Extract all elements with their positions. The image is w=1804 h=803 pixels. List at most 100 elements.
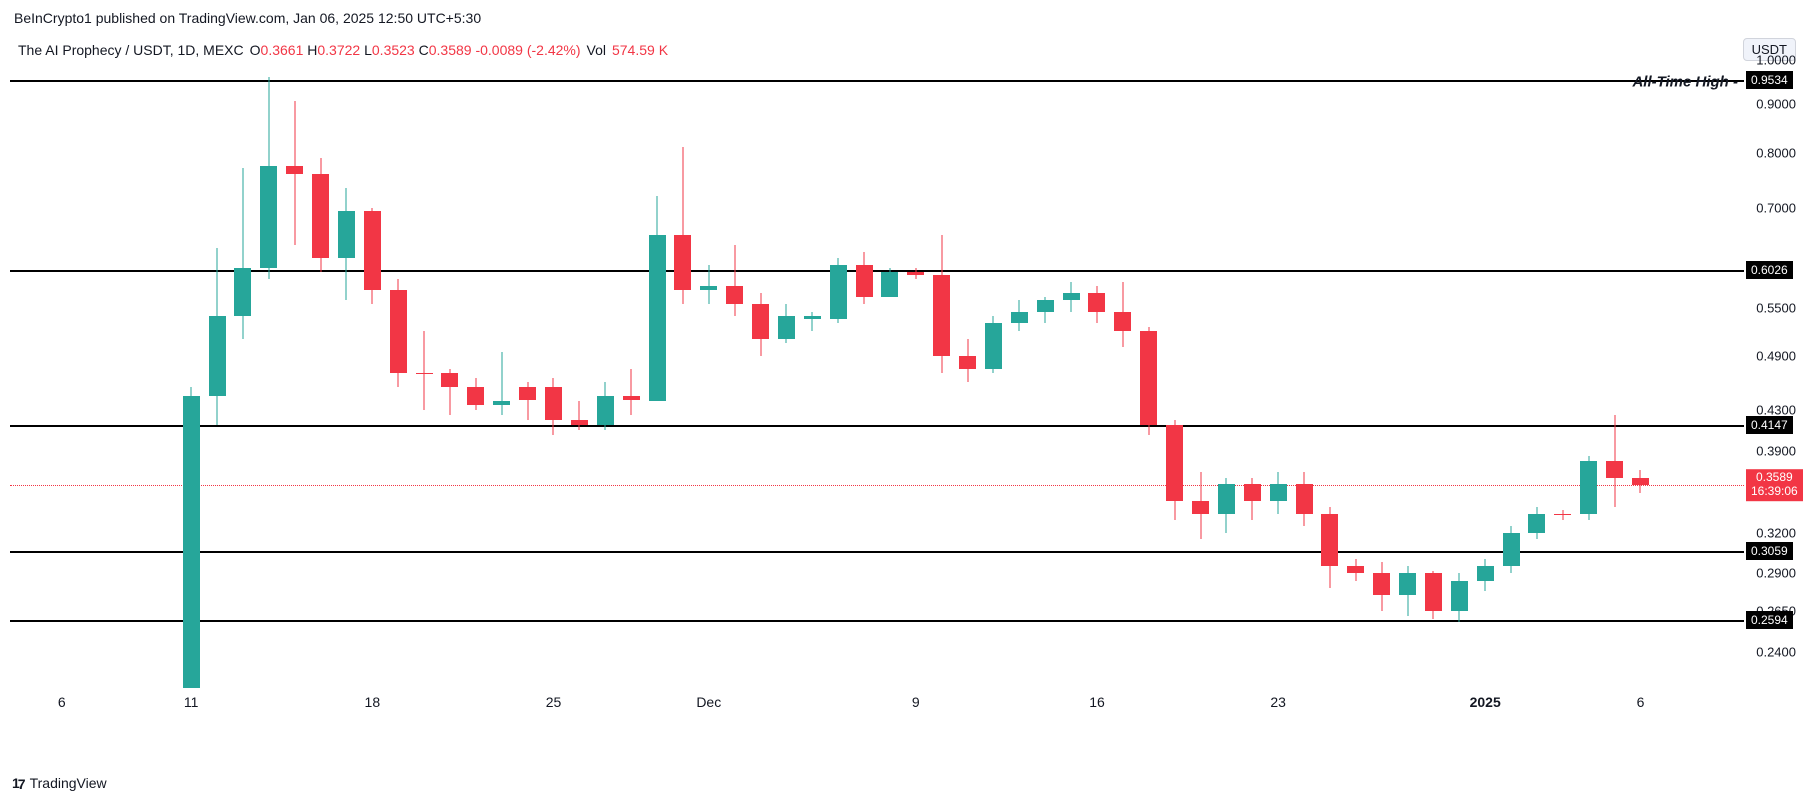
candle[interactable]	[390, 60, 407, 688]
candle[interactable]	[804, 60, 821, 688]
candle[interactable]	[1451, 60, 1468, 688]
x-tick: 23	[1270, 694, 1286, 710]
y-tick: 0.3200	[1756, 525, 1796, 540]
candle[interactable]	[1477, 60, 1494, 688]
candle[interactable]	[1218, 60, 1235, 688]
candle[interactable]	[700, 60, 717, 688]
candle-body	[1347, 566, 1364, 573]
candle-body	[985, 323, 1002, 368]
candle-body	[441, 373, 458, 386]
candle[interactable]	[1244, 60, 1261, 688]
candle-body	[493, 401, 510, 406]
candle[interactable]	[881, 60, 898, 688]
candle[interactable]	[571, 60, 588, 688]
candle-body	[1451, 581, 1468, 611]
candle[interactable]	[1063, 60, 1080, 688]
candle[interactable]	[726, 60, 743, 688]
candle[interactable]	[1528, 60, 1545, 688]
candle[interactable]	[1037, 60, 1054, 688]
candle-body	[1399, 573, 1416, 595]
candle[interactable]	[1166, 60, 1183, 688]
y-axis[interactable]: 1.00000.90000.80000.70000.55000.49000.43…	[1744, 60, 1804, 688]
candle-body	[959, 356, 976, 369]
candle[interactable]	[1347, 60, 1364, 688]
candle[interactable]	[1296, 60, 1313, 688]
candle-body	[700, 286, 717, 290]
candle-body	[209, 316, 226, 396]
candle[interactable]	[183, 60, 200, 688]
candle-body	[778, 316, 795, 340]
candle[interactable]	[260, 60, 277, 688]
candle[interactable]	[416, 60, 433, 688]
candle-body	[571, 420, 588, 425]
candle[interactable]	[312, 60, 329, 688]
candle[interactable]	[830, 60, 847, 688]
candle[interactable]	[1192, 60, 1209, 688]
candle[interactable]	[1321, 60, 1338, 688]
candle-body	[545, 387, 562, 420]
candle-body	[804, 316, 821, 320]
x-axis[interactable]: 6111825Dec9162320256	[10, 694, 1744, 718]
y-tick: 0.3900	[1756, 443, 1796, 458]
candle[interactable]	[1606, 60, 1623, 688]
candle[interactable]	[545, 60, 562, 688]
candle-body	[726, 286, 743, 304]
candle[interactable]	[674, 60, 691, 688]
candle[interactable]	[467, 60, 484, 688]
candle[interactable]	[209, 60, 226, 688]
candle-body	[390, 290, 407, 374]
x-tick: Dec	[696, 694, 721, 710]
candle[interactable]	[493, 60, 510, 688]
candle-body	[364, 211, 381, 290]
candle[interactable]	[752, 60, 769, 688]
candle[interactable]	[623, 60, 640, 688]
candle[interactable]	[1373, 60, 1390, 688]
candle[interactable]	[1580, 60, 1597, 688]
candle[interactable]	[597, 60, 614, 688]
candle-body	[1270, 484, 1287, 502]
candle-body	[1140, 331, 1157, 425]
candle-body	[1606, 461, 1623, 478]
candle-wick	[734, 245, 735, 315]
candle[interactable]	[441, 60, 458, 688]
candle-body	[183, 396, 200, 688]
candle[interactable]	[933, 60, 950, 688]
candle[interactable]	[364, 60, 381, 688]
candle-body	[286, 166, 303, 174]
candle[interactable]	[1425, 60, 1442, 688]
candle[interactable]	[1088, 60, 1105, 688]
publish-credit: BeInCrypto1 published on TradingView.com…	[14, 10, 481, 26]
candle-body	[1373, 573, 1390, 595]
candle[interactable]	[985, 60, 1002, 688]
chart-legend: The AI Prophecy / USDT, 1D, MEXC O0.3661…	[18, 42, 668, 58]
candle[interactable]	[778, 60, 795, 688]
candle[interactable]	[1554, 60, 1571, 688]
y-tick: 0.4900	[1756, 348, 1796, 363]
x-tick: 18	[365, 694, 381, 710]
candle-body	[312, 174, 329, 258]
candle[interactable]	[856, 60, 873, 688]
candle[interactable]	[519, 60, 536, 688]
x-tick: 9	[912, 694, 920, 710]
candle[interactable]	[1114, 60, 1131, 688]
price-chart[interactable]: All-Time High -	[10, 60, 1744, 688]
candle-body	[623, 396, 640, 401]
candle[interactable]	[1503, 60, 1520, 688]
candle[interactable]	[286, 60, 303, 688]
candle[interactable]	[234, 60, 251, 688]
tradingview-logo[interactable]: 17 TradingView	[12, 775, 107, 791]
y-tick: 0.9000	[1756, 96, 1796, 111]
candle[interactable]	[1140, 60, 1157, 688]
tv-logo-text: TradingView	[30, 775, 107, 791]
candle[interactable]	[338, 60, 355, 688]
candle[interactable]	[907, 60, 924, 688]
candle[interactable]	[1632, 60, 1649, 688]
candle[interactable]	[1399, 60, 1416, 688]
candle-body	[1037, 300, 1054, 311]
candle[interactable]	[1011, 60, 1028, 688]
last-price-tag: 0.358916:39:06	[1746, 469, 1803, 501]
candle[interactable]	[959, 60, 976, 688]
candle[interactable]	[649, 60, 666, 688]
hline-price-label: 0.6026	[1746, 261, 1793, 279]
candle[interactable]	[1270, 60, 1287, 688]
